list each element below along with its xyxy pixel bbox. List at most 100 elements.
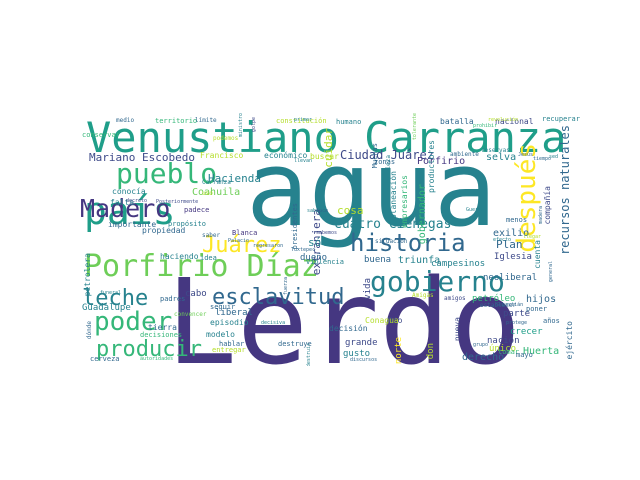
word-78: idea (200, 254, 217, 262)
word-73: buscar (310, 152, 339, 161)
word-143: madera (538, 206, 544, 225)
word-131: fuerza (283, 277, 289, 296)
word-49: liberal (215, 308, 253, 318)
word-114: golpe (251, 117, 257, 133)
word-129: protege (506, 320, 528, 326)
word-17: Cuatro Ciénegas (334, 217, 452, 232)
word-86: decisiones (140, 331, 183, 339)
word-57: propiedad (142, 226, 186, 235)
word-42: neoliberal (483, 273, 538, 283)
word-99: humano (336, 118, 362, 126)
word-13: producir (96, 337, 202, 362)
word-83: podemos (213, 135, 239, 142)
word-103: zonas (374, 158, 396, 166)
word-5: gobierno (370, 265, 505, 298)
word-54: hablar (219, 340, 245, 348)
word-110: situación (375, 238, 408, 245)
word-29: exilio (493, 228, 530, 239)
word-113: ministro (238, 113, 244, 138)
word-77: haciendo (160, 252, 199, 261)
word-67: compañía (543, 186, 552, 225)
word-66: cuenta (533, 240, 542, 269)
word-72: económico (264, 151, 308, 160)
word-96: recuperar (542, 115, 580, 123)
word-144: tolerante (412, 113, 418, 141)
word-7: pueblo (116, 157, 218, 190)
word-132: regresaron (253, 243, 284, 249)
word-142: decreto (126, 198, 148, 204)
word-95: nacional (495, 117, 534, 126)
word-28: selva (486, 152, 517, 163)
word-116: llevan (294, 158, 313, 164)
word-104: Muchas (371, 143, 379, 169)
word-100: reservas (481, 147, 510, 154)
word-87: padres (160, 295, 186, 303)
word-107: propósito (168, 220, 206, 228)
word-76: importante (108, 220, 157, 229)
word-43: único (489, 344, 517, 354)
word-56: entregar (212, 346, 246, 354)
word-47: gusto (343, 349, 371, 359)
word-24: sólo (308, 236, 335, 249)
word-21: cuidar (322, 128, 335, 168)
word-84: saber (202, 232, 221, 239)
word-126: efecto (493, 237, 512, 243)
word-70: productores (427, 140, 436, 193)
word-55: destruye (278, 340, 312, 348)
word-106: padece (184, 206, 210, 214)
word-35: Iglesia (494, 252, 532, 262)
word-45: grande (345, 338, 378, 348)
word-125: Jesús (518, 152, 534, 158)
word-94: batalla (440, 117, 474, 126)
word-75: falta (110, 198, 135, 207)
word-59: Conagua (365, 316, 399, 325)
word-1: Lerdo (166, 253, 522, 366)
word-140: Palacio (228, 238, 250, 244)
word-119: prohibir (473, 123, 498, 129)
word-141: Posteriormente (156, 199, 199, 205)
word-34: derecho (462, 352, 505, 363)
word-2: Venustiano Carranza (86, 113, 567, 162)
word-60: nueva (453, 317, 462, 342)
word-147: general (548, 261, 554, 283)
word-71: Francisco (200, 151, 244, 160)
word-52: Guadalupe (82, 303, 131, 313)
word-3: Porfirio Díaz (84, 249, 319, 284)
word-22: Coahuila (192, 187, 241, 198)
word-62: don (426, 343, 436, 360)
word-117: toca (316, 208, 329, 214)
word-39: Porfirio (417, 156, 466, 167)
word-10: poder (94, 307, 173, 337)
word-38: crecer (510, 327, 543, 337)
word-4: país (84, 189, 176, 233)
word-23: cosa (337, 204, 364, 217)
word-139: funeral (100, 290, 122, 296)
word-61: norte (394, 337, 404, 365)
word-124: tiempo (533, 156, 552, 162)
word-136: destruir (306, 343, 312, 366)
word-93: establecer (480, 302, 517, 309)
word-109: naturaleza (385, 155, 392, 192)
word-31: hijos (526, 294, 557, 305)
word-41: petróleo (472, 294, 516, 304)
word-123: Guerra (466, 207, 485, 213)
word-32: Huerta (523, 346, 560, 357)
word-128: Sebastián (496, 302, 524, 308)
word-9: Madero (80, 194, 171, 223)
word-127: llegar (523, 234, 542, 240)
word-133: Tuxtepec (291, 247, 316, 253)
word-6: historia (350, 229, 466, 257)
word-30: gobernador (417, 184, 428, 245)
word-74: conocía (112, 187, 146, 196)
word-85: cerveza (90, 355, 120, 363)
word-105: conservar (82, 131, 120, 139)
word-44: vida (363, 278, 373, 300)
word-102: Blanca (232, 229, 258, 237)
word-50: episodio (210, 318, 249, 327)
word-48: cabo (185, 289, 207, 299)
word-88: convencer (174, 311, 207, 318)
word-80: violencia (306, 258, 344, 266)
word-64: mayo (516, 351, 533, 359)
word-90: poner (526, 305, 548, 313)
word-97: territorio (155, 117, 198, 125)
